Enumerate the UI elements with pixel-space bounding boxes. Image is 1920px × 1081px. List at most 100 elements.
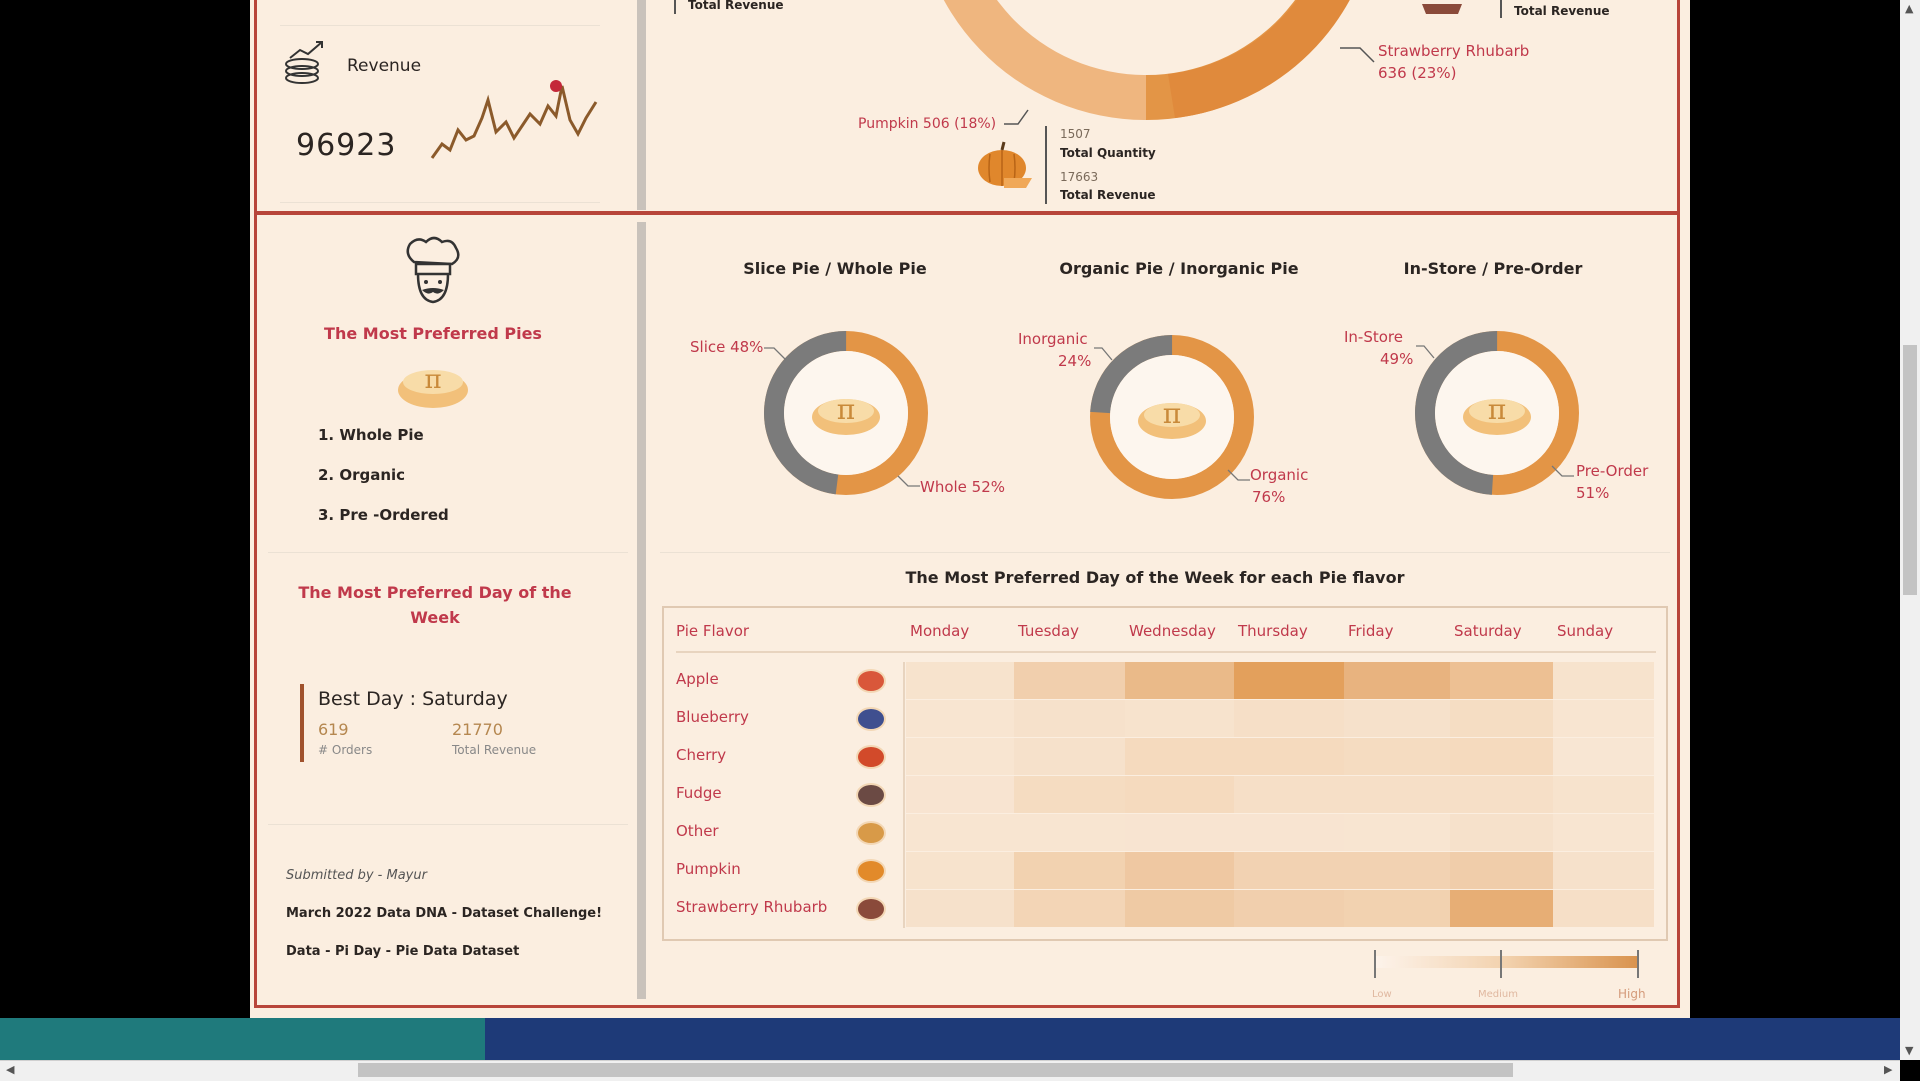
bottom-banner-teal <box>0 1018 485 1060</box>
chef-icon <box>406 236 460 304</box>
scroll-left-arrow[interactable]: ◀ <box>6 1063 15 1076</box>
heatmap-cell <box>1450 738 1553 775</box>
flavor-pie-icon <box>856 745 886 769</box>
heatmap-cell <box>1234 890 1344 927</box>
preorder-label: Pre-Order <box>1576 462 1649 480</box>
instore-label: In-Store <box>1344 328 1403 346</box>
heatmap-cell <box>1125 852 1234 889</box>
scroll-up-arrow[interactable]: ▲ <box>1905 2 1914 15</box>
heatmap-cell <box>1450 814 1553 851</box>
heatmap-cell <box>1125 738 1234 775</box>
heatmap-cell <box>1234 852 1344 889</box>
kpi-bottom-line <box>280 202 600 203</box>
donut-segment-gray <box>1090 335 1254 499</box>
heatmap-cell <box>1125 890 1234 927</box>
preferred-pies-title: The Most Preferred Pies <box>324 324 542 343</box>
scroll-down-arrow[interactable]: ▼ <box>1905 1044 1914 1057</box>
organic-percentage: 76% <box>1252 488 1286 506</box>
revenue-kpi-value: 96923 <box>296 128 397 163</box>
heatmap-cell <box>1125 814 1234 851</box>
donut-organic: π <box>1090 335 1254 499</box>
orders-label: # Orders <box>318 743 373 757</box>
heatmap-cell <box>1553 738 1654 775</box>
heatmap-cell <box>1553 776 1654 813</box>
donut-title-organic: Organic Pie / Inorganic Pie <box>1059 259 1299 278</box>
heatmap-cell <box>1553 662 1654 699</box>
best-day-revenue-label: Total Revenue <box>452 743 537 757</box>
pumpkin-quantity-value: 1507 <box>1060 127 1091 141</box>
rank-item-1: 1. Whole Pie <box>318 426 424 444</box>
flavor-pie-icon <box>856 859 886 883</box>
donut-slice-whole: π <box>764 331 928 495</box>
donut-title-instore: In-Store / Pre-Order <box>1403 259 1583 278</box>
organic-leader-line <box>1227 469 1250 481</box>
heatmap-cell <box>1014 890 1125 927</box>
pumpkin-revenue-label: Total Revenue <box>1060 188 1156 202</box>
heatmap-cell <box>1234 738 1344 775</box>
pie-icon-top <box>818 399 874 423</box>
heatmap-cell <box>1014 814 1125 851</box>
flavor-pie-icon <box>856 783 886 807</box>
horizontal-scroll-thumb[interactable] <box>358 1063 1513 1077</box>
heatmap-day-header: Thursday <box>1238 622 1308 640</box>
preferred-day-title: The Most Preferred Day of the Week <box>298 583 572 627</box>
best-day-label: Best Day : Saturday <box>318 688 508 710</box>
coins-growth-icon <box>285 41 323 84</box>
heatmap-cell <box>906 738 1014 775</box>
pi-icon: π <box>837 393 855 426</box>
organic-label: Organic <box>1250 466 1309 484</box>
top-divider <box>637 0 646 210</box>
pie-icon-top <box>1144 403 1200 427</box>
heatmap-cell <box>1344 890 1450 927</box>
heatmap-cell <box>1014 738 1125 775</box>
heatmap-corner-header: Pie Flavor <box>676 622 750 640</box>
left-separator-1 <box>268 552 628 553</box>
pie-icon-top <box>1469 399 1525 423</box>
total-revenue-label-right: Total Revenue <box>1514 4 1610 18</box>
heatmap-title: The Most Preferred Day of the Week for e… <box>905 568 1405 587</box>
strawberry-flavor-value: 636 (23%) <box>1378 64 1457 82</box>
heatmap-day-header: Monday <box>910 622 970 640</box>
dataset-name: Data - Pi Day - Pie Data Dataset <box>286 944 520 959</box>
left-separator-2 <box>268 824 628 825</box>
pumpkin-revenue-value: 17663 <box>1060 170 1099 184</box>
flavor-pie-icon <box>856 707 886 731</box>
heatmap-flavor-label: Other <box>676 822 719 840</box>
orders-value: 619 <box>318 720 349 739</box>
heatmap-cell <box>1553 890 1654 927</box>
heatmap-flavor-label: Fudge <box>676 784 722 802</box>
challenge-name: March 2022 Data DNA - Dataset Challenge! <box>286 906 603 921</box>
heatmap-cell <box>1553 852 1654 889</box>
revenue-kpi-label: Revenue <box>347 56 422 76</box>
pumpkin-flavor-label: Pumpkin 506 (18%) <box>858 116 997 132</box>
heatmap-cell <box>1344 700 1450 737</box>
heatmap-flavor-label: Cherry <box>676 746 727 764</box>
svg-text:π: π <box>424 365 441 395</box>
heatmap-cell <box>906 814 1014 851</box>
heatmap-cell <box>1014 700 1125 737</box>
heatmap-flavor-label: Strawberry Rhubarb <box>676 898 828 916</box>
inorganic-percentage: 24% <box>1058 352 1092 370</box>
flavor-pie-icon <box>856 821 886 845</box>
heatmap-cell <box>1450 776 1553 813</box>
heatmap-cell <box>906 890 1014 927</box>
heatmap-cell <box>906 662 1014 699</box>
revenue-sparkline <box>430 80 598 159</box>
heatmap-cell <box>1125 776 1234 813</box>
heatmap-flavor-label: Blueberry <box>676 708 749 726</box>
rank-item-2: 2. Organic <box>318 466 406 484</box>
slice-percentage-label: Slice 48% <box>690 338 764 356</box>
preorder-leader-line <box>1551 465 1574 477</box>
strawberry-leader-line <box>1340 47 1375 63</box>
heatmap-day-header: Wednesday <box>1129 622 1216 640</box>
heatmap-cell <box>1234 662 1344 699</box>
vertical-scroll-thumb[interactable] <box>1903 345 1917 595</box>
heatmap-cell <box>1553 814 1654 851</box>
heatmap-cell <box>1014 662 1125 699</box>
inorganic-label: Inorganic <box>1018 330 1088 348</box>
heatmap-day-header: Tuesday <box>1018 622 1080 640</box>
whole-leader-line <box>897 475 920 487</box>
heatmap-day-header: Saturday <box>1454 622 1522 640</box>
scroll-right-arrow[interactable]: ▶ <box>1884 1063 1893 1076</box>
heatmap-cell <box>1234 814 1344 851</box>
